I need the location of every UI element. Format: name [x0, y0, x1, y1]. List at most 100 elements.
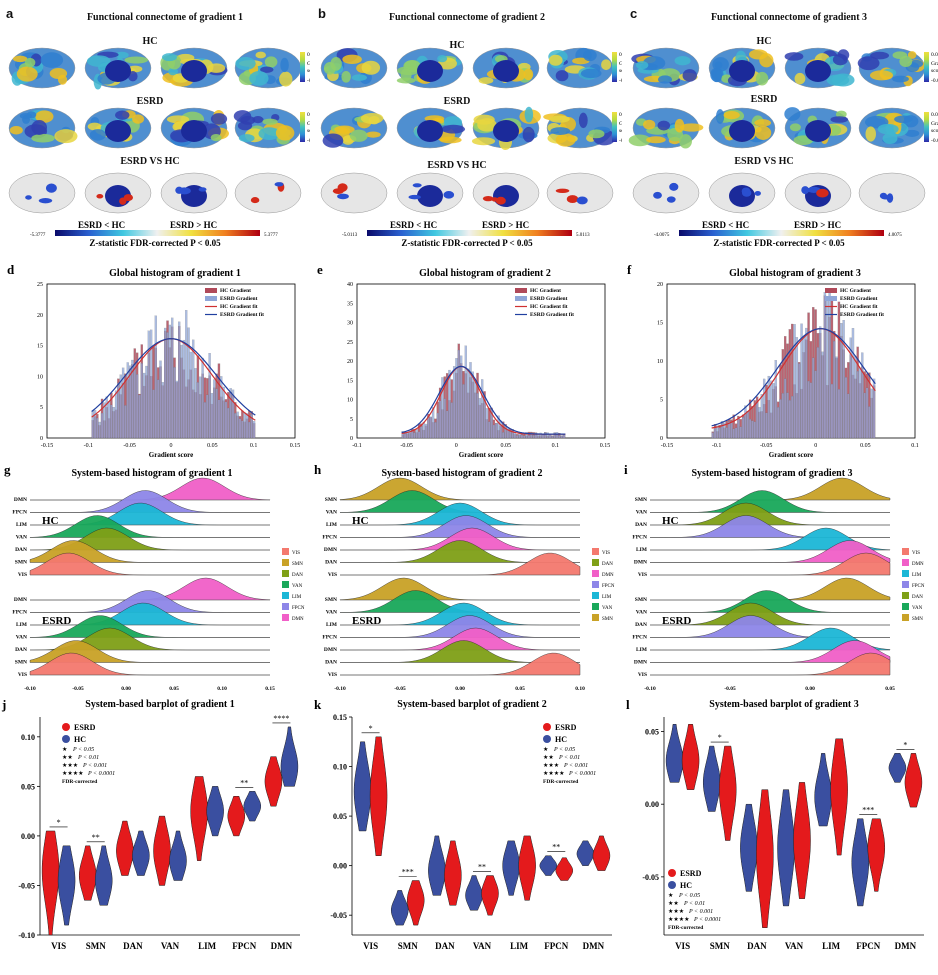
- legend-swatch: [282, 614, 289, 621]
- sig-stars: ***: [862, 806, 874, 815]
- legend-swatch: [515, 296, 527, 301]
- row-label: FPCN: [12, 610, 27, 616]
- hist-esrd-bar: [551, 435, 554, 439]
- medial-wall: [181, 60, 207, 82]
- legend-dot: [668, 869, 676, 877]
- hist-esrd-bar: [138, 394, 141, 439]
- legend-dot: [62, 735, 70, 743]
- legend-label: FPCN: [912, 584, 925, 589]
- x-tick-label: VAN: [785, 941, 804, 951]
- brain-surface: [708, 47, 776, 89]
- x-tick-label: -0.05: [760, 443, 773, 449]
- x-tick-label: 0.15: [290, 443, 301, 449]
- colorbar-title: Gradient: [307, 121, 310, 127]
- stat-cluster: [45, 183, 57, 193]
- hist-esrd-bar: [98, 421, 101, 439]
- x-tick-label: -0.1: [84, 443, 94, 449]
- hist-esrd-bar: [114, 390, 118, 439]
- gradient-patch: [478, 77, 494, 85]
- hist-esrd-bar: [530, 432, 533, 439]
- row-label: VIS: [638, 572, 647, 578]
- panel-label: b: [318, 6, 326, 21]
- hist-esrd-bar: [93, 410, 97, 439]
- hist-esrd-bar: [497, 415, 500, 439]
- hist-esrd-bar: [744, 405, 747, 439]
- x-tick-label: 0.05: [515, 686, 525, 692]
- legend-dot: [543, 723, 551, 731]
- legend-stars: ★★★★: [543, 770, 565, 777]
- violin-esrd: [369, 736, 388, 856]
- gradient-patch: [349, 129, 368, 142]
- gradient-patch: [628, 134, 651, 147]
- legend-label: HC Gradient fit: [220, 304, 258, 310]
- density-smn: [339, 477, 580, 501]
- hist-esrd-bar: [760, 394, 763, 439]
- gradient-patch: [524, 106, 534, 123]
- brain-surface: [631, 47, 700, 89]
- stat-cluster: [123, 194, 134, 201]
- group-label: HC: [662, 515, 679, 527]
- legend-dot: [543, 735, 551, 743]
- hist-esrd-bar: [457, 349, 460, 439]
- x-tick-label: FPCN: [856, 941, 880, 951]
- x-tick-label: -0.15: [41, 443, 54, 449]
- colorbar: [924, 112, 929, 142]
- sig-stars: **: [478, 863, 486, 872]
- hist-esrd-bar: [452, 366, 456, 439]
- y-tick-label: 0.00: [21, 832, 35, 841]
- legend-swatch: [592, 614, 599, 621]
- brain-surface: [857, 47, 926, 89]
- hist-esrd-bar: [142, 372, 146, 439]
- gradient-patch: [235, 57, 256, 70]
- y-tick-label: 0: [40, 436, 43, 442]
- hist-esrd-bar: [147, 330, 150, 439]
- hist-esrd-bar: [112, 407, 115, 439]
- hist-esrd-bar: [835, 356, 838, 439]
- gradient-patch: [260, 66, 274, 73]
- legend-label: ESRD Gradient: [220, 296, 258, 302]
- hist-esrd-bar: [119, 374, 122, 439]
- sig-stars: *: [718, 733, 722, 742]
- x-tick-label: 0.05: [207, 443, 218, 449]
- legend-label: HC Gradient: [220, 288, 251, 294]
- gradient-patch: [115, 110, 130, 120]
- brain-surface: [234, 172, 302, 214]
- violin-hc: [206, 786, 224, 837]
- hist-esrd-bar: [152, 389, 155, 439]
- y-tick-label: 5: [660, 398, 663, 404]
- colorbar-title: score: [931, 128, 938, 134]
- esrd-fit-line: [711, 328, 876, 427]
- panel-title: Global histogram of gradient 1: [109, 268, 241, 279]
- x-tick-label: VAN: [161, 941, 180, 951]
- hist-esrd-bar: [844, 377, 848, 439]
- hist-esrd-bar: [222, 386, 225, 439]
- x-tick-label: 0.05: [860, 443, 871, 449]
- hist-esrd-bar: [802, 336, 806, 439]
- legend-label: DMN: [292, 617, 304, 622]
- brain-surface: [543, 107, 616, 149]
- gradient-patch: [894, 115, 913, 124]
- colorbar-max: 0.1178: [307, 52, 310, 58]
- gradient-patch: [441, 124, 466, 134]
- panel-title: System-based histogram of gradient 2: [381, 468, 542, 479]
- legend-label: SMN: [912, 617, 923, 622]
- gradient-patch: [759, 53, 774, 68]
- stat-cluster: [408, 194, 421, 200]
- gradient-patch: [643, 119, 656, 130]
- legend-stars: ★★★★: [668, 916, 690, 923]
- gradient-patch: [711, 68, 722, 83]
- brain-surface: [8, 107, 78, 149]
- x-tick-label: -0.1: [352, 443, 362, 449]
- hist-esrd-bar: [739, 426, 742, 439]
- gradient-patch: [555, 133, 576, 147]
- hist-esrd-bar: [711, 432, 714, 439]
- stat-cluster: [495, 196, 506, 205]
- hist-esrd-bar: [100, 412, 104, 439]
- gradient-patch: [31, 133, 55, 143]
- x-tick-label: -0.05: [724, 686, 736, 692]
- legend-label: LIM: [602, 595, 612, 600]
- y-tick-label: 30: [347, 321, 353, 327]
- hist-esrd-bar: [217, 399, 221, 439]
- violin-esrd: [227, 796, 246, 837]
- hist-esrd-bar: [809, 382, 813, 439]
